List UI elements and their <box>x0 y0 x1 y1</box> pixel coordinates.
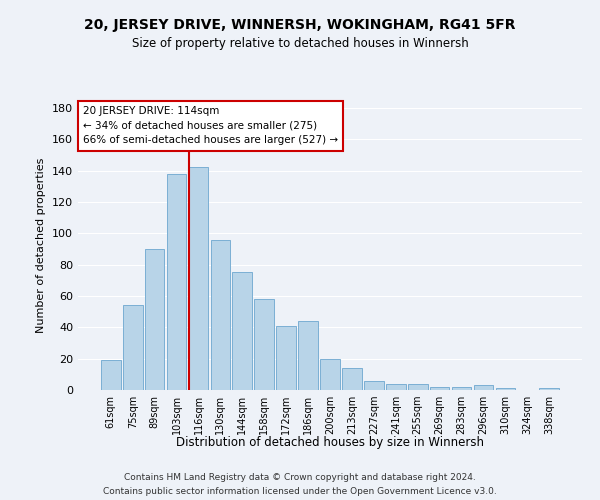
Text: Contains public sector information licensed under the Open Government Licence v3: Contains public sector information licen… <box>103 486 497 496</box>
Bar <box>539 388 559 390</box>
Bar <box>430 387 449 390</box>
Bar <box>320 358 340 390</box>
Bar <box>364 380 384 390</box>
Text: Contains HM Land Registry data © Crown copyright and database right 2024.: Contains HM Land Registry data © Crown c… <box>124 473 476 482</box>
Y-axis label: Number of detached properties: Number of detached properties <box>37 158 46 332</box>
Bar <box>386 384 406 390</box>
Bar <box>101 360 121 390</box>
Bar <box>254 299 274 390</box>
Bar <box>496 388 515 390</box>
Text: Size of property relative to detached houses in Winnersh: Size of property relative to detached ho… <box>131 38 469 51</box>
Bar <box>145 249 164 390</box>
Text: 20 JERSEY DRIVE: 114sqm
← 34% of detached houses are smaller (275)
66% of semi-d: 20 JERSEY DRIVE: 114sqm ← 34% of detache… <box>83 106 338 146</box>
Bar <box>188 168 208 390</box>
Text: 20, JERSEY DRIVE, WINNERSH, WOKINGHAM, RG41 5FR: 20, JERSEY DRIVE, WINNERSH, WOKINGHAM, R… <box>84 18 516 32</box>
Text: Distribution of detached houses by size in Winnersh: Distribution of detached houses by size … <box>176 436 484 449</box>
Bar <box>298 321 318 390</box>
Bar <box>473 386 493 390</box>
Bar <box>211 240 230 390</box>
Bar <box>232 272 252 390</box>
Bar <box>408 384 428 390</box>
Bar <box>123 306 143 390</box>
Bar <box>342 368 362 390</box>
Bar <box>276 326 296 390</box>
Bar <box>452 387 472 390</box>
Bar <box>167 174 187 390</box>
